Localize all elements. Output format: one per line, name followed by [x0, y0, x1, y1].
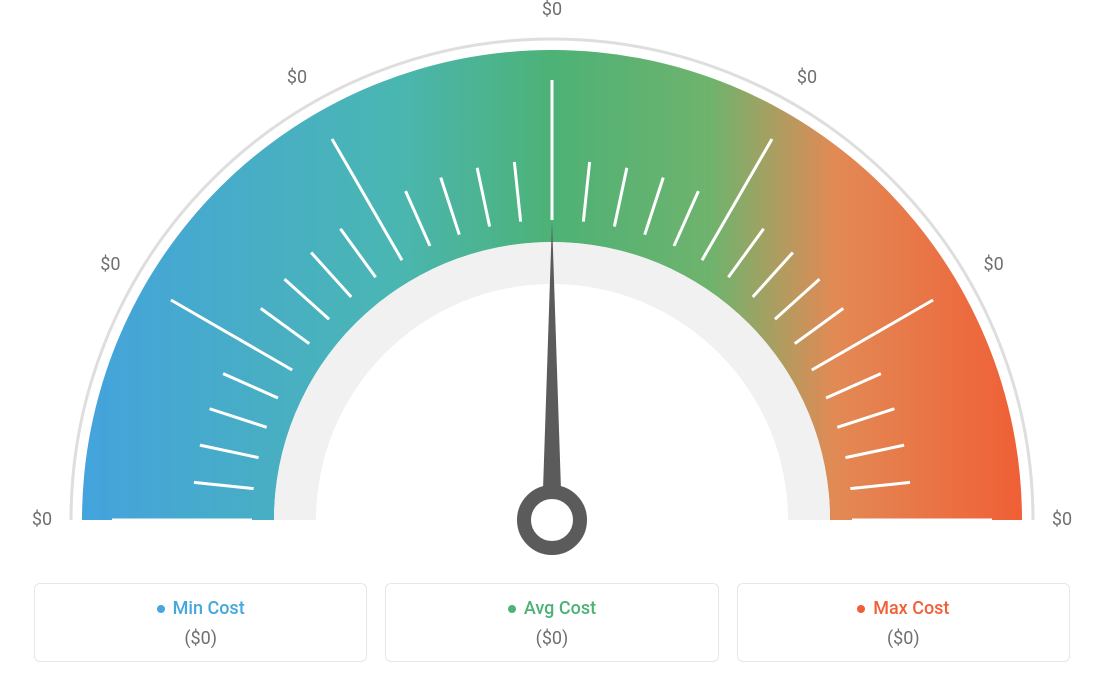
gauge-svg: $0 $0 $0 $0 $0 $0 $0	[0, 0, 1104, 560]
legend-title-min: Min Cost	[157, 600, 245, 618]
legend-dot-icon	[857, 605, 865, 613]
legend-card-min: Min Cost ($0)	[34, 583, 367, 662]
gauge-scale-label: $0	[287, 67, 307, 88]
gauge-scale-label: $0	[32, 509, 52, 530]
gauge-hub-icon	[524, 492, 580, 548]
gauge-scale-label: $0	[797, 67, 817, 88]
legend-value: ($0)	[396, 628, 707, 649]
legend-value: ($0)	[748, 628, 1059, 649]
legend-label: Min Cost	[173, 600, 245, 618]
legend-card-max: Max Cost ($0)	[737, 583, 1070, 662]
legend-value: ($0)	[45, 628, 356, 649]
gauge-scale-label: $0	[542, 0, 562, 20]
legend-title-avg: Avg Cost	[508, 600, 596, 618]
legend-row: Min Cost ($0) Avg Cost ($0) Max Cost ($0…	[0, 583, 1104, 662]
legend-dot-icon	[157, 605, 165, 613]
gauge-scale-label: $0	[984, 254, 1004, 275]
legend-title-max: Max Cost	[857, 600, 949, 618]
legend-label: Max Cost	[873, 600, 949, 618]
legend-dot-icon	[508, 605, 516, 613]
gauge-scale-label: $0	[1052, 509, 1072, 530]
legend-card-avg: Avg Cost ($0)	[385, 583, 718, 662]
legend-label: Avg Cost	[524, 600, 596, 618]
gauge-scale-label: $0	[100, 254, 120, 275]
gauge-chart: $0 $0 $0 $0 $0 $0 $0	[0, 0, 1104, 560]
